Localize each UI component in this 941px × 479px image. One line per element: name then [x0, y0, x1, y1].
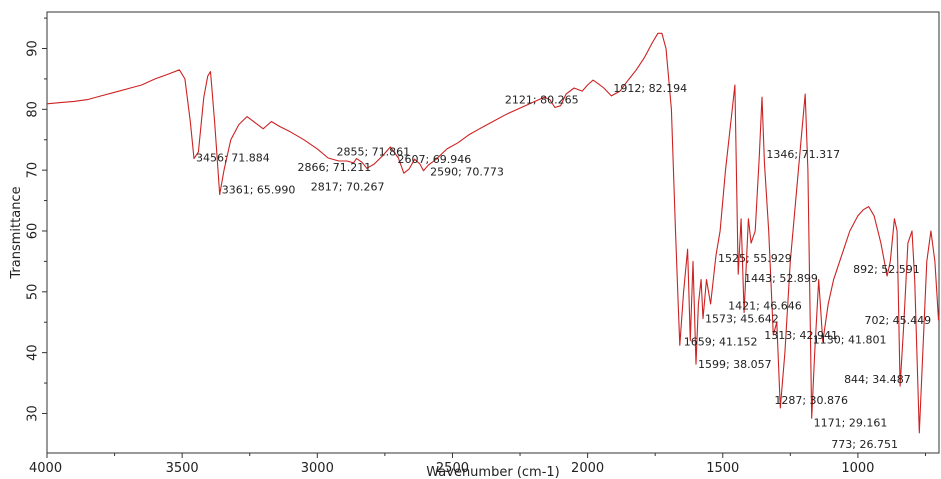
- peak-label: 1313; 42.941: [764, 329, 838, 342]
- series-line-0: [46, 32, 940, 434]
- plot-frame: [46, 11, 940, 454]
- x-tick-label: 4000: [29, 461, 62, 476]
- peak-label: 702; 45.449: [864, 314, 931, 327]
- peak-label: 1130; 41.801: [813, 334, 887, 347]
- x-tick-label: 2500: [436, 461, 469, 476]
- peak-label: 2855; 71.861: [336, 146, 410, 159]
- peak-label: 1421; 46.646: [728, 299, 802, 312]
- x-tick-label: 3000: [301, 461, 334, 476]
- peak-label: 1287; 30.876: [774, 394, 848, 407]
- peak-label: 3456; 71.884: [196, 152, 270, 165]
- y-tick-label: 50: [26, 284, 41, 301]
- peak-label: 1599; 38.057: [698, 358, 772, 371]
- peak-label: 773; 26.751: [831, 438, 898, 451]
- peak-label: 2817; 70.267: [311, 180, 385, 193]
- series-layer: [46, 32, 940, 434]
- x-tick-label: 2000: [571, 461, 604, 476]
- peak-label: 1346; 71.317: [766, 148, 840, 161]
- peak-label: 844; 34.487: [844, 373, 911, 386]
- y-tick-label: 30: [26, 405, 41, 422]
- peak-label: 2590; 70.773: [430, 165, 504, 178]
- peak-label: 1443; 52.899: [744, 272, 818, 285]
- x-axis-ticks: 4000 3500 3000 2500 2000 1500 1000: [29, 453, 926, 476]
- peak-label: 2607; 69.946: [398, 153, 472, 166]
- peak-label: 1525; 55.929: [718, 252, 792, 265]
- peak-annotations: 3456; 71.884 3361; 65.990 2855; 71.861 2866…: [196, 82, 931, 451]
- peak-label: 1573; 45.642: [705, 313, 779, 326]
- peak-label: 1659; 41.152: [684, 335, 758, 348]
- peak-label: 892; 52.591: [853, 263, 920, 276]
- peak-label: 2866; 71.211: [298, 161, 372, 174]
- x-tick-label: 1500: [706, 461, 739, 476]
- y-tick-label: 80: [26, 101, 41, 118]
- y-tick-label: 60: [26, 223, 41, 240]
- y-tick-label: 40: [26, 344, 41, 361]
- y-axis-title: Transmittance: [9, 186, 24, 279]
- plot-border: [46, 11, 940, 454]
- peak-label: 1912; 82.194: [613, 82, 687, 95]
- x-axis-title: Wavenumber (cm-1): [426, 465, 559, 479]
- x-tick-label: 3500: [166, 461, 199, 476]
- y-tick-label: 70: [26, 162, 41, 179]
- peak-label: 2121; 80.265: [505, 93, 579, 106]
- y-axis-ticks: 30 40 50 60 70 80 90: [26, 17, 47, 422]
- x-tick-label: 1000: [841, 461, 874, 476]
- y-tick-label: 90: [26, 40, 41, 57]
- peak-label: 1171; 29.161: [814, 416, 888, 429]
- peak-label: 3361; 65.990: [222, 183, 296, 196]
